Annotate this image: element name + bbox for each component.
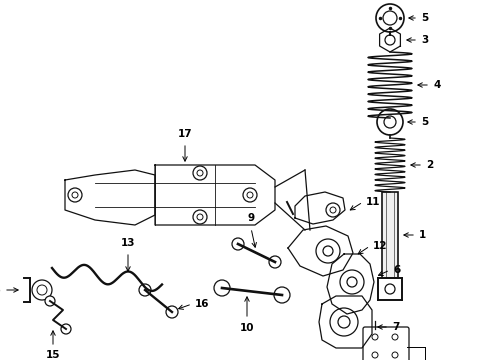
Text: 11: 11	[366, 197, 381, 207]
Text: 1: 1	[419, 230, 426, 240]
Circle shape	[166, 306, 178, 318]
Text: 7: 7	[392, 322, 399, 332]
Circle shape	[68, 188, 82, 202]
Circle shape	[193, 166, 207, 180]
Circle shape	[323, 246, 333, 256]
Circle shape	[37, 285, 47, 295]
Circle shape	[377, 109, 403, 135]
Circle shape	[330, 308, 358, 336]
Text: 17: 17	[178, 129, 192, 139]
Text: 3: 3	[421, 35, 428, 45]
Circle shape	[72, 192, 78, 198]
Circle shape	[372, 334, 378, 340]
Circle shape	[385, 35, 395, 45]
Circle shape	[347, 277, 357, 287]
Circle shape	[193, 210, 207, 224]
Text: 4: 4	[433, 80, 441, 90]
Circle shape	[392, 352, 398, 358]
Text: 10: 10	[240, 323, 254, 333]
Circle shape	[243, 188, 257, 202]
Circle shape	[326, 203, 340, 217]
Circle shape	[376, 4, 404, 32]
Circle shape	[61, 324, 71, 334]
Text: 15: 15	[46, 350, 60, 360]
Circle shape	[338, 316, 350, 328]
Circle shape	[383, 11, 397, 25]
Circle shape	[214, 280, 230, 296]
Circle shape	[247, 192, 253, 198]
Text: 14: 14	[0, 285, 1, 295]
Text: 2: 2	[426, 160, 433, 170]
Circle shape	[32, 280, 52, 300]
Circle shape	[340, 270, 364, 294]
Circle shape	[384, 116, 396, 128]
Text: 13: 13	[121, 238, 135, 248]
Circle shape	[197, 170, 203, 176]
Circle shape	[330, 207, 336, 213]
Text: 6: 6	[393, 265, 400, 275]
Circle shape	[274, 287, 290, 303]
Text: 12: 12	[373, 241, 388, 251]
Text: 5: 5	[421, 13, 428, 23]
Bar	[382, 192, 398, 278]
Circle shape	[197, 214, 203, 220]
Circle shape	[269, 256, 281, 268]
Circle shape	[392, 334, 398, 340]
Text: 9: 9	[247, 213, 255, 223]
Circle shape	[139, 284, 151, 296]
Circle shape	[372, 352, 378, 358]
Circle shape	[316, 239, 340, 263]
Circle shape	[385, 284, 395, 294]
Text: 16: 16	[195, 299, 210, 309]
FancyBboxPatch shape	[363, 327, 409, 360]
Text: 5: 5	[421, 117, 428, 127]
Circle shape	[232, 238, 244, 250]
Circle shape	[45, 296, 55, 306]
